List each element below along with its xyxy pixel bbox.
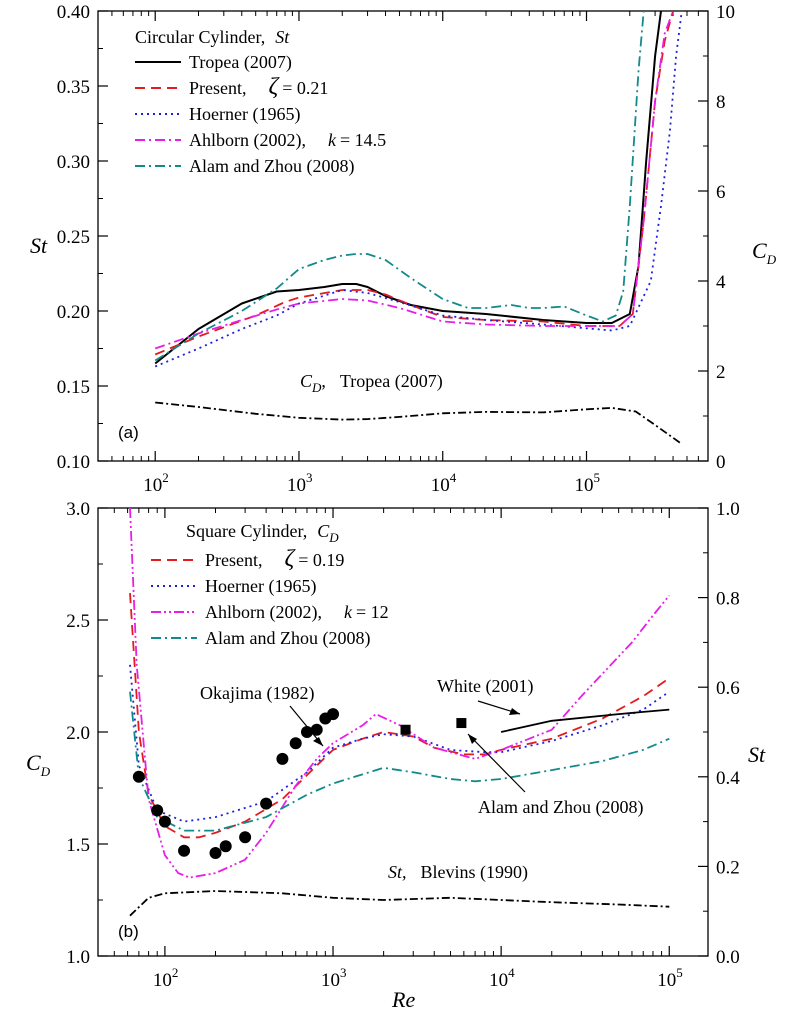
legend-label: Ahlborn (2002), k = 12 <box>205 602 389 623</box>
legend-label: Present, ζ = 0.21 <box>189 74 328 100</box>
panel-a-legend-items: Tropea (2007)Present, ζ = 0.21 Hoerner (196… <box>135 52 386 177</box>
series-line <box>155 401 681 444</box>
panel-a-circular-cylinder: 102 103 104 1050.100.150.200.250.300.350.40… <box>30 2 777 496</box>
alam-data-point <box>400 724 411 735</box>
series-line <box>129 508 670 879</box>
x-tick-label: 102 <box>143 470 169 496</box>
y2-tick-label: 6 <box>716 182 726 203</box>
y2-tick-label: 4 <box>716 272 726 293</box>
legend-label: Alam and Zhou (2008) <box>205 628 370 649</box>
x-tick-label: 104 <box>489 965 515 991</box>
y-tick-label: 2.5 <box>66 611 90 632</box>
panel-b-tag: (b) <box>118 922 139 941</box>
panel-b-markers <box>132 708 467 859</box>
series-line <box>129 691 670 832</box>
series-line <box>154 11 662 365</box>
y-tick-label: 3.0 <box>66 499 90 520</box>
panel-a-y-axis-title: St <box>30 233 48 258</box>
y2-tick-label: 10 <box>716 2 735 23</box>
legend-label: Ahlborn (2002), k = 14.5 <box>189 130 386 151</box>
st-annotation: St, Blevins (1990) <box>388 862 528 883</box>
white-arrowhead <box>509 708 520 715</box>
okajima-data-point <box>310 723 323 736</box>
y-tick-label: 0.40 <box>57 2 90 23</box>
x-tick-label: 105 <box>575 470 601 496</box>
x-tick-label: 103 <box>287 470 313 496</box>
alam-annotation: Alam and Zhou (2008) <box>478 797 643 818</box>
y2-tick-label: 0.2 <box>716 857 740 878</box>
panel-a-legend: Circular Cylinder, St Tropea (2007)Presen… <box>135 27 386 177</box>
x-tick-label: 103 <box>321 965 347 991</box>
y2-tick-label: 0 <box>716 452 726 473</box>
alam-data-point <box>456 718 467 729</box>
legend-label: Hoerner (1965) <box>189 104 300 125</box>
y2-tick-label: 1.0 <box>716 499 740 520</box>
legend-label: Tropea (2007) <box>189 52 292 73</box>
panel-b-y-axis-title: CD <box>26 750 51 779</box>
series-line <box>500 708 670 733</box>
panel-a-y2-axis-title: CD <box>752 238 777 267</box>
legend-title: Circular Cylinder, St <box>135 27 290 47</box>
x-tick-label: 104 <box>431 470 457 496</box>
y-tick-label: 1.5 <box>66 835 90 856</box>
alam-arrowhead <box>468 734 477 744</box>
panel-b-legend: Square Cylinder, CD Present, ζ = 0.19 Hoerne… <box>151 521 389 649</box>
cd-annotation: CD, Tropea (2007) <box>300 371 443 395</box>
alam-arrow <box>467 733 526 793</box>
y-tick-label: 0.15 <box>57 377 90 398</box>
okajima-data-point <box>276 752 289 765</box>
panel-b-square-cylinder: 102 103 104 105 1.0 1.5 2.0 2.5 3.0 0.0 0.2 0.4 0.6 0… <box>26 499 766 1012</box>
legend-label: Hoerner (1965) <box>205 576 316 597</box>
series-line <box>154 11 674 350</box>
panel-a-ticks: 102 103 104 1050.100.150.200.250.300.350.40… <box>57 2 735 496</box>
y-tick-label: 0.10 <box>57 452 90 473</box>
series-line <box>129 664 670 823</box>
y2-tick-label: 0.6 <box>716 678 740 699</box>
series-line <box>129 593 670 839</box>
panel-a-series <box>154 11 683 444</box>
y-tick-label: 1.0 <box>66 947 90 968</box>
legend-title: Square Cylinder, CD <box>186 521 339 545</box>
okajima-data-point <box>300 726 313 738</box>
y2-tick-label: 0.8 <box>716 589 740 610</box>
y-tick-label: 0.25 <box>57 227 90 248</box>
okajima-data-point <box>158 815 171 828</box>
panel-b-y2-axis-title: St <box>748 742 766 767</box>
panel-b-legend-items: Present, ζ = 0.19 Hoerner (1965) Ahlborn (20… <box>151 546 389 649</box>
y-tick-label: 0.35 <box>57 77 90 98</box>
panel-b-series <box>129 508 670 917</box>
okajima-data-point <box>327 708 340 721</box>
okajima-data-point <box>289 737 302 750</box>
okajima-data-point <box>151 804 164 817</box>
okajima-arrowhead <box>313 737 323 746</box>
x-axis-title: Re <box>391 987 415 1012</box>
y2-tick-label: 8 <box>716 92 726 113</box>
okajima-data-point <box>132 770 145 783</box>
okajima-data-point <box>239 831 252 844</box>
okajima-data-point <box>178 844 191 857</box>
okajima-data-point <box>260 797 273 810</box>
series-line <box>154 11 645 362</box>
y-tick-label: 0.20 <box>57 302 90 323</box>
series-line <box>129 890 670 917</box>
legend-label: Present, ζ = 0.19 <box>205 546 344 572</box>
okajima-annotation: Okajima (1982) <box>200 683 314 704</box>
panel-a-tag: (a) <box>118 423 139 442</box>
white-annotation: White (2001) <box>437 676 533 697</box>
y-tick-label: 2.0 <box>66 723 90 744</box>
y-tick-label: 0.30 <box>57 152 90 173</box>
y2-tick-label: 0.4 <box>716 768 740 789</box>
legend-label: Alam and Zhou (2008) <box>189 156 354 177</box>
okajima-data-point <box>209 846 222 859</box>
okajima-data-point <box>219 840 232 853</box>
x-tick-label: 105 <box>657 965 683 991</box>
y2-tick-label: 2 <box>716 362 726 383</box>
y2-tick-label: 0.0 <box>716 947 740 968</box>
x-tick-label: 102 <box>153 965 179 991</box>
panel-b-ticks: 102 103 104 105 1.0 1.5 2.0 2.5 3.0 0.0 0.2 0.4 0.6 0… <box>66 499 740 991</box>
